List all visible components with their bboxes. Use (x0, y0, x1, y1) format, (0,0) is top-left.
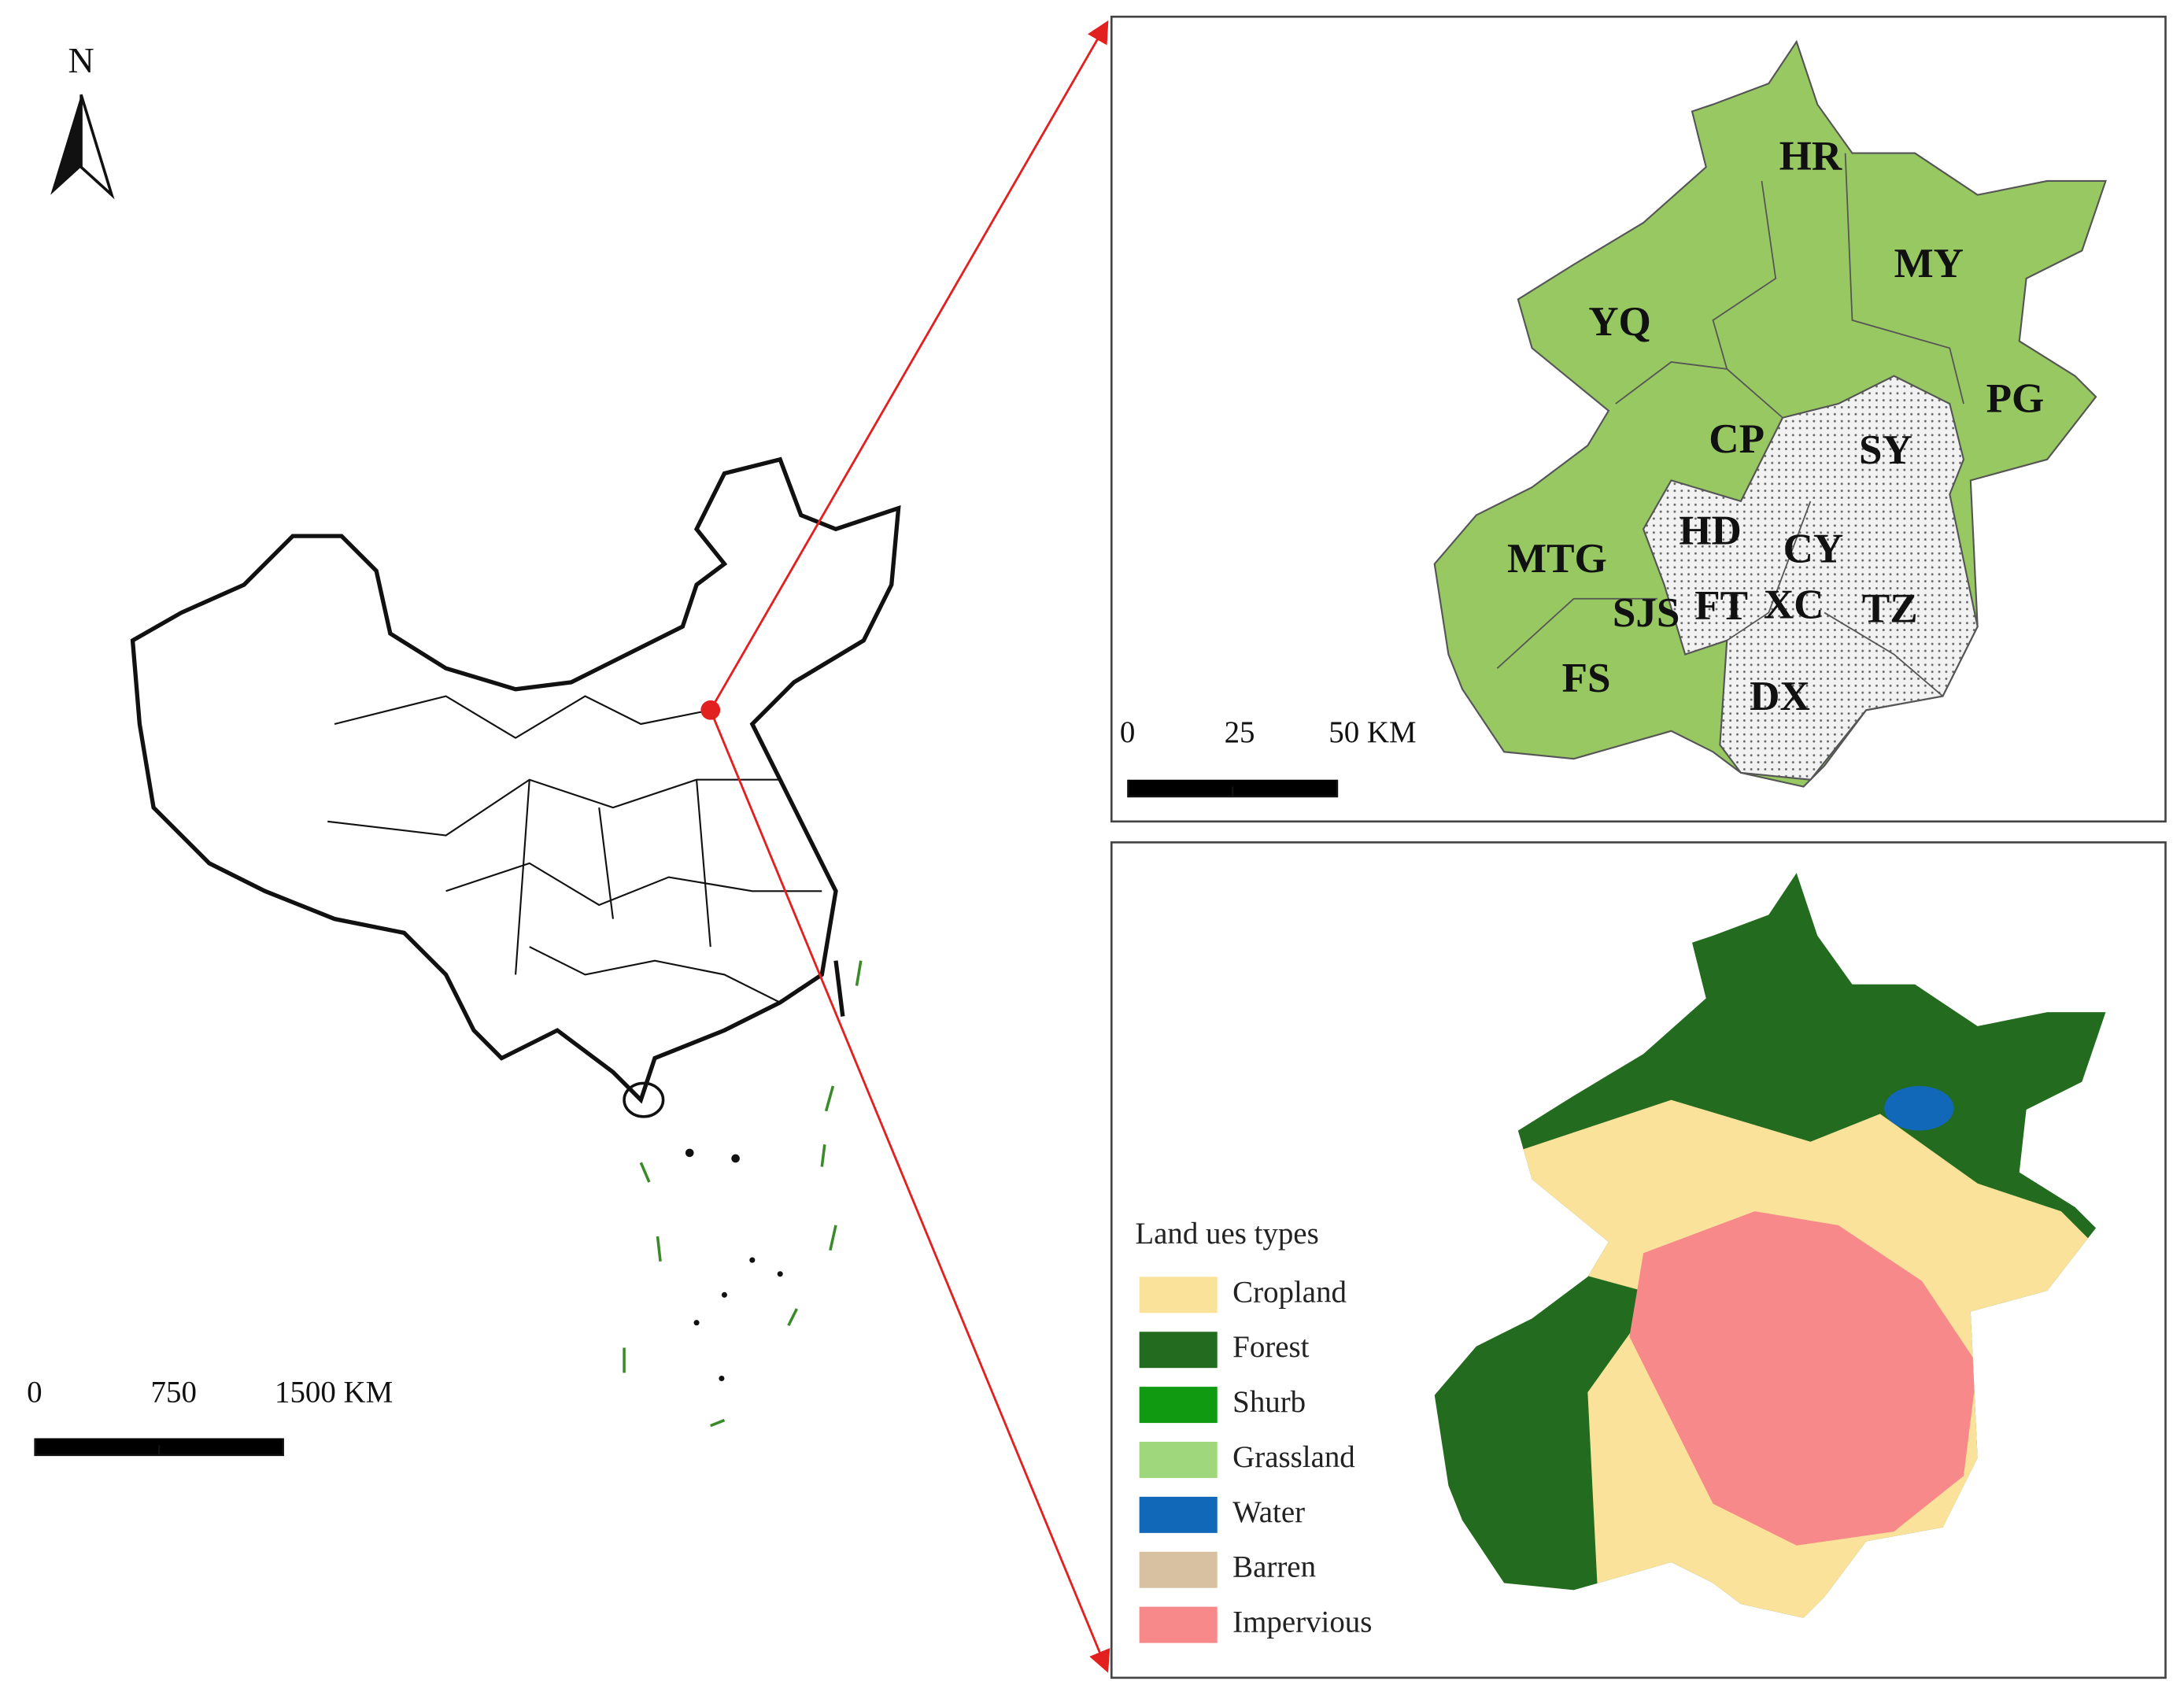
legend-swatch (1139, 1551, 1218, 1588)
legend-label: Cropland (1232, 1275, 1347, 1309)
islands (623, 960, 863, 1428)
beijing-scale-bar (1127, 779, 1339, 798)
china-map (130, 456, 901, 1118)
legend-swatch (1139, 1387, 1218, 1424)
scale-label: 50 KM (1329, 715, 1416, 749)
panel-frame (1110, 841, 2167, 1679)
district-label: DX (1750, 674, 1810, 719)
legend-swatch (1139, 1606, 1218, 1643)
scale-label: 1500 KM (275, 1376, 393, 1410)
district-label: CY (1783, 527, 1844, 572)
scale-label: 0 (1120, 715, 1135, 749)
district-label: HR (1779, 134, 1842, 179)
legend-swatch (1139, 1496, 1218, 1533)
north-label: N (68, 40, 94, 80)
beijing-location (700, 700, 721, 720)
legend-label: Grassland (1232, 1440, 1355, 1474)
district-label: FS (1562, 656, 1611, 701)
scale-label: 750 (151, 1376, 197, 1410)
legend-label: Forest (1232, 1330, 1309, 1364)
district-label: HD (1679, 508, 1742, 554)
north-arrow: N (50, 40, 115, 200)
legend-swatch (1139, 1332, 1218, 1369)
district-label: PG (1986, 375, 2045, 421)
legend-swatch (1139, 1277, 1218, 1314)
legend-label: Shurb (1232, 1385, 1306, 1419)
scale-label: 25 (1225, 715, 1255, 749)
panel-frame (1110, 15, 2167, 823)
islands-dots (685, 1148, 783, 1382)
district-label: XC (1764, 582, 1824, 627)
zoom-arrow (709, 20, 1109, 711)
legend-title: Land ues types (1135, 1217, 1318, 1251)
district-label: YQ (1588, 299, 1651, 345)
district-label: FT (1694, 583, 1748, 629)
district-label: SY (1859, 427, 1912, 473)
beijing-districts (1433, 39, 2107, 788)
legend-label: Water (1232, 1495, 1305, 1529)
district-label: MY (1894, 241, 1964, 286)
district-label: SJS (1613, 590, 1680, 636)
china-scale-bar (34, 1438, 284, 1457)
scale-label: 0 (27, 1376, 42, 1410)
legend-label: Barren (1232, 1550, 1316, 1584)
legend-label: Impervious (1232, 1605, 1372, 1639)
zoom-arrow (709, 709, 1110, 1673)
district-label: CP (1709, 416, 1765, 462)
land-use-map (1434, 873, 2106, 1618)
legend-swatch (1139, 1441, 1218, 1478)
district-label: TZ (1862, 586, 1918, 632)
district-label: MTG (1507, 536, 1607, 582)
